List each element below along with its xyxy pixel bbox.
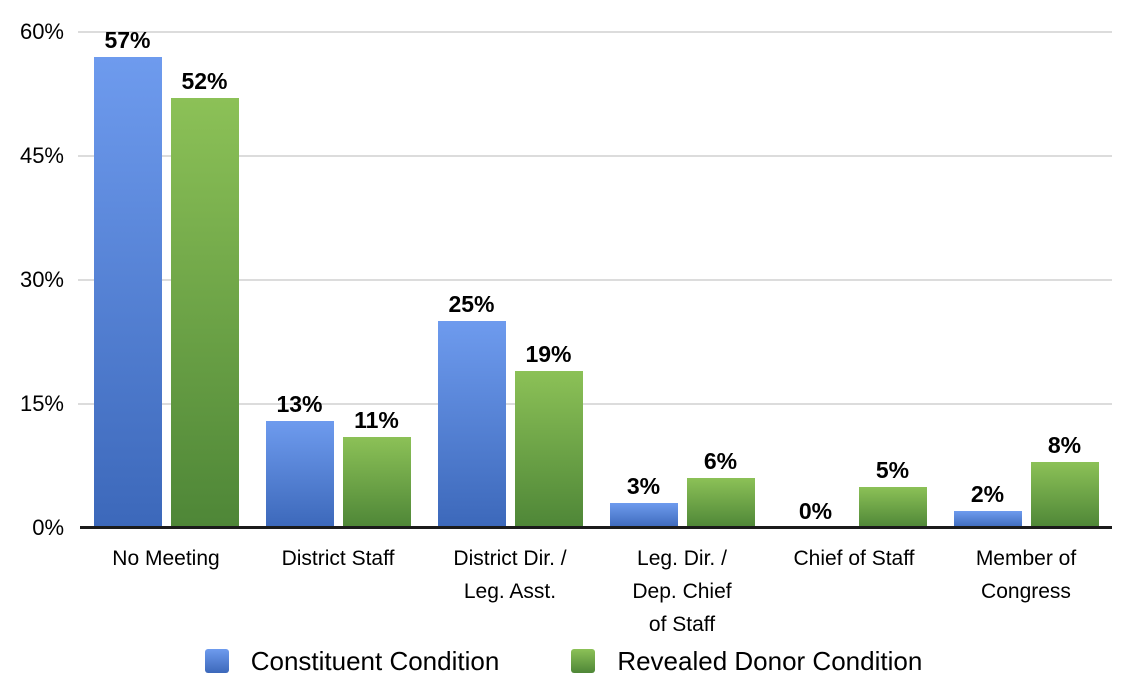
gridline-15 (78, 403, 1112, 405)
x-category-label-district-dir: District Dir. / Leg. Asst. (453, 547, 567, 603)
bar-revealed-donor-condition-district-dir (514, 370, 583, 528)
x-category-label-no-meeting: No Meeting (112, 547, 220, 570)
value-label-revealed-donor-condition-no-meeting: 52% (181, 68, 228, 95)
x-category-label-chief-of-staff: Chief of Staff (793, 547, 915, 570)
bar-constituent-condition-district-dir (437, 321, 506, 528)
value-label-revealed-donor-condition-leg-dir: 6% (703, 448, 738, 475)
legend-label-constituent-condition: Constituent Condition (250, 646, 500, 676)
legend: Constituent Condition Revealed Donor Con… (0, 645, 1127, 677)
bar-constituent-condition-district-staff (265, 420, 334, 528)
gridline-60 (78, 31, 1112, 33)
legend-label-revealed-donor-condition: Revealed Donor Condition (617, 646, 923, 676)
bar-constituent-condition-no-meeting (93, 56, 162, 528)
x-category-label-member-of: Member of Congress (975, 547, 1077, 603)
gridline-45 (78, 155, 1112, 157)
value-label-revealed-donor-condition-district-staff: 11% (354, 407, 399, 434)
bar-constituent-condition-leg-dir (609, 503, 678, 528)
y-tick-label-60: 60% (19, 19, 64, 44)
y-tick-label-0: 0% (32, 515, 64, 540)
bar-revealed-donor-condition-chief-of-staff (858, 486, 927, 528)
legend-item-constituent-condition: Constituent Condition (204, 645, 500, 677)
value-label-constituent-condition-leg-dir: 3% (626, 473, 661, 500)
y-tick-label-45: 45% (19, 143, 64, 168)
x-axis-line (80, 526, 1112, 529)
value-label-revealed-donor-condition-district-dir: 19% (525, 340, 572, 367)
value-label-revealed-donor-condition-member-of: 8% (1047, 431, 1082, 458)
gridline-30 (78, 279, 1112, 281)
y-tick-label-30: 30% (19, 267, 64, 292)
x-category-label-leg-dir: Leg. Dir. / Dep. Chief of Staff (632, 547, 732, 636)
bar-revealed-donor-condition-district-staff (342, 437, 411, 528)
legend-swatch-revealed-donor-condition (571, 649, 596, 673)
bar-revealed-donor-condition-no-meeting (170, 98, 239, 528)
legend-swatch-constituent-condition (204, 649, 229, 673)
value-label-revealed-donor-condition-chief-of-staff: 5% (875, 456, 910, 483)
value-label-constituent-condition-no-meeting: 57% (104, 26, 151, 53)
bar-constituent-condition-member-of (953, 511, 1022, 528)
bar-revealed-donor-condition-member-of (1030, 461, 1099, 528)
y-tick-label-15: 15% (19, 391, 64, 416)
plot-area: 57% 13% 25% 3% 0% 2% 52% 11% 19% 6% 5% 8% (78, 28, 1112, 529)
value-label-constituent-condition-district-dir: 25% (448, 291, 495, 318)
value-label-constituent-condition-member-of: 2% (970, 481, 1005, 508)
bar-revealed-donor-condition-leg-dir (686, 478, 755, 528)
value-label-constituent-condition-chief-of-staff: 0% (798, 498, 833, 524)
value-label-constituent-condition-district-staff: 13% (276, 390, 323, 417)
legend-item-revealed-donor-condition: Revealed Donor Condition (571, 645, 922, 677)
x-category-label-district-staff: District Staff (281, 547, 395, 570)
